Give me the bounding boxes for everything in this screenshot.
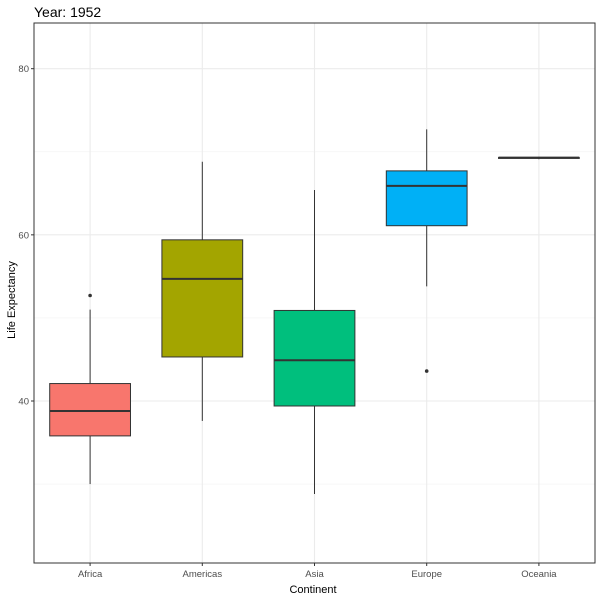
box-iqr xyxy=(385,170,468,227)
chart-title: Year: 1952 xyxy=(34,4,101,20)
box-americas xyxy=(161,161,244,421)
box-europe xyxy=(385,129,468,373)
x-axis-title: Continent xyxy=(289,584,336,596)
box-oceania xyxy=(498,156,580,160)
plot-panel xyxy=(33,22,596,564)
box-iqr xyxy=(273,309,356,407)
y-tick-label: 80 xyxy=(18,64,29,75)
x-tick-label: Europe xyxy=(411,569,442,580)
x-tick-label: Africa xyxy=(78,569,103,580)
outlier-point xyxy=(88,293,92,298)
box-africa xyxy=(49,293,131,485)
x-tick-label: Asia xyxy=(305,569,324,580)
box-asia xyxy=(273,189,356,495)
box-iqr xyxy=(161,239,244,358)
x-tick-label: Oceania xyxy=(521,569,557,580)
box-iqr xyxy=(49,383,131,437)
y-axis-title: Life Expectancy xyxy=(6,261,18,339)
y-tick-label: 60 xyxy=(18,230,29,241)
x-tick-label: Americas xyxy=(183,569,223,580)
outlier-point xyxy=(424,369,429,373)
y-tick-label: 40 xyxy=(18,397,29,408)
